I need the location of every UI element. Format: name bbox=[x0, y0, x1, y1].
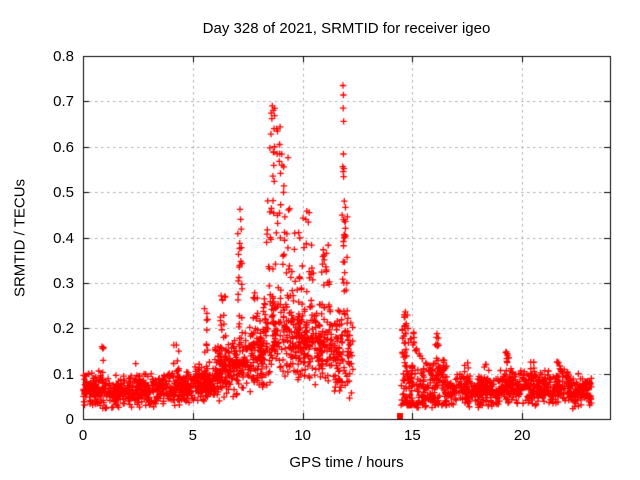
y-tick-label: 0.6 bbox=[53, 138, 74, 156]
x-tick-label: 10 bbox=[294, 427, 311, 444]
y-tick-label: 0.8 bbox=[53, 48, 74, 65]
x-axis-label: GPS time / hours bbox=[289, 454, 404, 471]
x-tick-label: 5 bbox=[188, 427, 197, 444]
y-tick-label: 0.3 bbox=[53, 274, 74, 292]
y-tick-label: 0.1 bbox=[53, 365, 74, 383]
y-tick-label: 0.2 bbox=[53, 320, 74, 338]
y-tick-label: 0.4 bbox=[53, 229, 74, 247]
y-tick-label: 0.5 bbox=[53, 184, 74, 202]
chart-title: Day 328 of 2021, SRMTID for receiver ige… bbox=[202, 20, 491, 37]
x-tick-label: 20 bbox=[513, 427, 531, 444]
y-tick-label: 0 bbox=[65, 411, 74, 428]
x-tick-label: 15 bbox=[404, 427, 421, 444]
y-tick-label: 0.7 bbox=[53, 93, 74, 111]
x-tick-label: 0 bbox=[78, 427, 88, 444]
